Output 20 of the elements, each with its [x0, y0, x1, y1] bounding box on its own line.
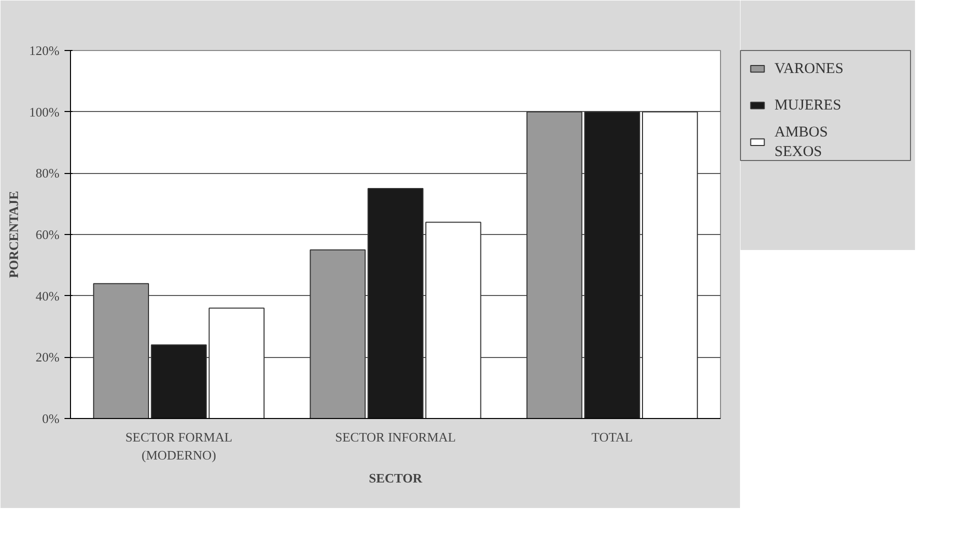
bar — [93, 283, 149, 418]
y-tick-label: 60% — [36, 227, 60, 242]
y-tick-label: 40% — [36, 288, 60, 304]
legend-label: MUJERES — [774, 98, 842, 114]
y-tick-label: 80% — [36, 166, 60, 181]
bar — [425, 222, 482, 418]
bar — [642, 111, 698, 418]
x-tick-label: TOTAL — [592, 430, 633, 444]
y-tick-label: 0% — [42, 411, 60, 426]
legend-label: AMBOS SEXOS — [774, 124, 828, 160]
y-tick-label: 120% — [29, 43, 60, 58]
y-axis-title: PORCENTAJE — [6, 190, 22, 278]
bar — [368, 188, 424, 418]
x-axis-title: SECTOR — [368, 470, 423, 486]
y-tick-label: 100% — [29, 104, 60, 120]
y-tick-label: 20% — [36, 350, 60, 365]
x-tick-label: SECTOR INFORMAL — [335, 430, 456, 444]
legend-label: VARONES — [774, 60, 844, 77]
x-tick-label: SECTOR FORMAL (MODERNO) — [125, 430, 232, 462]
bar — [310, 249, 366, 418]
